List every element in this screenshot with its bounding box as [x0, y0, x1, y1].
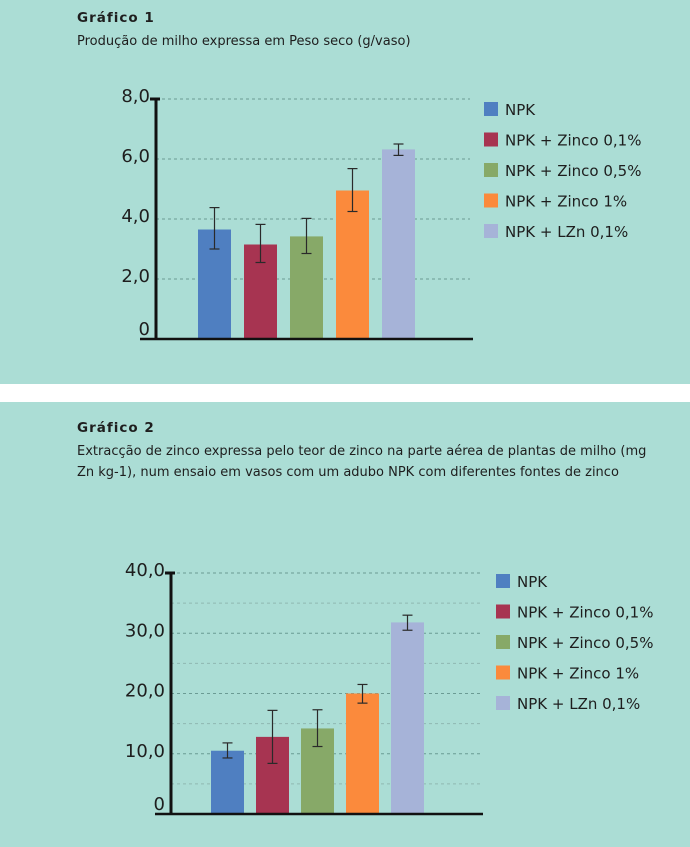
legend-swatch-5	[484, 224, 498, 238]
error-bar-4	[357, 683, 368, 704]
legend-swatch-1	[484, 102, 498, 116]
chart-2-title: Gráfico 2	[77, 420, 155, 436]
y-tick-label: 8,0	[121, 86, 150, 107]
error-bar-2	[267, 709, 278, 764]
legend-swatch-2	[484, 132, 498, 147]
legend-swatch-1	[496, 574, 510, 588]
error-bar-3	[301, 217, 312, 255]
y-tick-label: 2,0	[121, 266, 150, 287]
error-bar-3	[312, 709, 323, 748]
y-tick-label: 4,0	[121, 206, 150, 227]
chart-2-plot: 0 10,0 20,0 30,0 40,0 NPK NPK + Zinco 0,1% NPK …	[125, 560, 653, 816]
error-bar-5	[393, 143, 404, 156]
legend-label-5: NPK + LZn 0,1%	[517, 695, 640, 713]
legend-label-2: NPK + Zinco 0,1%	[517, 604, 653, 622]
legend-label-1: NPK	[517, 573, 548, 591]
legend-label-1: NPK	[505, 101, 536, 119]
y-tick-label: 30,0	[125, 620, 165, 641]
error-bar-1	[222, 742, 233, 759]
chart-panel-1: Gráfico 1 Produção de milho expressa em …	[0, 0, 690, 384]
legend-label-4: NPK + Zinco 1%	[505, 193, 627, 211]
y-tick-label: 6,0	[121, 146, 150, 167]
chart-1-plot: 0 2,0 4,0 6,0 8,0 NPK NPK + Zinco 0,1% NPK + Zi…	[121, 86, 641, 341]
bar-4	[336, 190, 369, 339]
y-tick-label: 0	[139, 319, 150, 340]
legend-label-3: NPK + Zinco 0,5%	[517, 634, 653, 652]
chart-2-subtitle: Extracção de zinco expressa pelo teor de…	[77, 444, 647, 480]
error-bar-2	[255, 223, 266, 264]
legend-swatch-3	[496, 635, 510, 649]
chart-panel-2: Gráfico 2 Extracção de zinco expressa pe…	[0, 402, 690, 847]
chart-1-title: Gráfico 1	[77, 10, 155, 26]
legend-label-3: NPK + Zinco 0,5%	[505, 162, 641, 180]
bar-4	[346, 693, 379, 814]
y-tick-label: 20,0	[125, 681, 165, 702]
error-bar-5	[402, 614, 413, 631]
legend-label-5: NPK + LZn 0,1%	[505, 223, 628, 241]
bar-5	[382, 149, 415, 339]
y-tick-label: 40,0	[125, 560, 165, 581]
y-tick-label: 10,0	[125, 741, 165, 762]
bar-5	[391, 622, 424, 814]
error-bar-4	[347, 168, 358, 213]
legend-swatch-2	[496, 604, 510, 619]
chart-1-subtitle: Produção de milho expressa em Peso seco …	[77, 34, 411, 49]
legend-swatch-4	[496, 665, 510, 680]
legend-swatch-3	[484, 163, 498, 177]
legend-label-4: NPK + Zinco 1%	[517, 665, 639, 683]
error-bar-1	[209, 207, 220, 250]
legend-swatch-4	[484, 193, 498, 208]
bar-1	[211, 750, 244, 814]
legend-swatch-5	[496, 696, 510, 710]
legend-label-2: NPK + Zinco 0,1%	[505, 132, 641, 150]
y-tick-label: 0	[154, 794, 165, 815]
